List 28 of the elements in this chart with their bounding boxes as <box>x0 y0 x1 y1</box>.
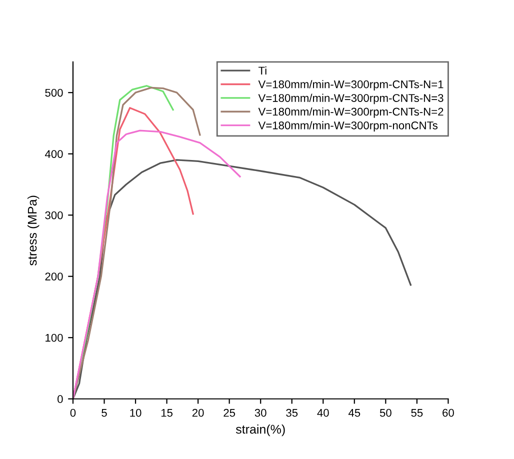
y-axis-title: stress (MPa) <box>28 196 40 266</box>
x-tick-label: 25 <box>224 408 236 417</box>
legend-label: V=180mm/min-W=300rpm-nonCNTs <box>258 121 438 132</box>
line-series <box>72 159 412 399</box>
x-tick-label: 0 <box>70 408 76 417</box>
x-tick-label: 45 <box>348 409 360 417</box>
x-tick-label: 15 <box>161 409 173 417</box>
y-tick-label: 100 <box>46 334 63 342</box>
line-series <box>72 130 241 399</box>
y-tick-label: 500 <box>45 88 63 97</box>
x-tick-label: 20 <box>192 408 204 417</box>
x-tick-label: 60 <box>442 408 454 417</box>
legend-label: V=180mm/min-W=300rpm-CNTs-N=2 <box>258 107 444 118</box>
x-tick-label: 40 <box>317 408 329 417</box>
y-tick-label: 0 <box>58 395 63 404</box>
y-tick-label: 400 <box>44 150 63 158</box>
x-tick-label: 5 <box>102 409 107 417</box>
x-axis-title: strain(%) <box>236 424 285 436</box>
y-tick-label: 300 <box>45 211 63 220</box>
y-tick-label: 200 <box>45 272 63 280</box>
legend-label: V=180mm/min-W=300rpm-CNTs-N=3 <box>258 94 444 104</box>
legend-label: V=180mm/min-W=300rpm-CNTs-N=1 <box>258 80 444 90</box>
x-tick-label: 10 <box>130 408 142 417</box>
x-tick-label: 30 <box>254 408 266 417</box>
x-tick-label: 50 <box>380 408 392 417</box>
x-tick-label: 35 <box>286 408 298 417</box>
x-tick-label: 55 <box>411 409 423 417</box>
legend-label: Ti <box>258 66 266 74</box>
